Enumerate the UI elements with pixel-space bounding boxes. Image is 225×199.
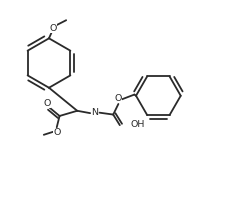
Text: OH: OH	[130, 120, 145, 129]
Text: O: O	[53, 128, 61, 137]
Text: O: O	[43, 99, 51, 108]
Text: N: N	[91, 108, 98, 117]
Text: O: O	[50, 24, 57, 33]
Text: O: O	[115, 94, 122, 103]
